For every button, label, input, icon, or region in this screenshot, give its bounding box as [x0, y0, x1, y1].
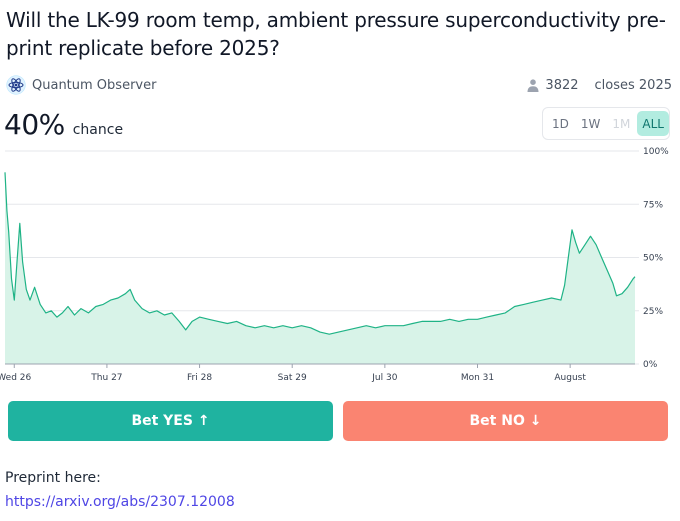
user-icon	[527, 78, 539, 92]
atom-icon	[6, 75, 26, 95]
x-tick-label: August	[554, 373, 586, 383]
series-area	[5, 172, 635, 364]
x-tick-label: Sat 29	[278, 373, 307, 383]
bet-no-button[interactable]: Bet NO ↓	[343, 401, 668, 441]
traders-count: 3822	[545, 77, 579, 93]
range-1w[interactable]: 1W	[576, 111, 606, 136]
y-tick-label: 75%	[643, 200, 663, 210]
meta-right: 3822 closes 2025	[527, 78, 672, 93]
bet-yes-button[interactable]: Bet YES ↑	[8, 401, 333, 441]
creator[interactable]: Quantum Observer	[6, 75, 156, 95]
creator-name: Quantum Observer	[32, 77, 157, 93]
x-tick-label: Fri 28	[187, 373, 212, 383]
x-tick-label: Jul 30	[371, 373, 397, 383]
market-title: Will the LK-99 room temp, ambient pressu…	[6, 8, 666, 60]
x-tick-label: Thu 27	[90, 373, 122, 383]
probability-display: 40% chance	[4, 108, 123, 141]
probability-value: 40%	[4, 108, 65, 141]
y-tick-label: 25%	[643, 307, 663, 317]
description-text: Preprint here:	[5, 470, 101, 486]
y-tick-label: 100%	[643, 147, 669, 157]
x-tick-label: Mon 31	[461, 373, 494, 383]
y-tick-label: 50%	[643, 254, 663, 264]
time-range-selector: 1D 1W 1M ALL	[542, 107, 670, 140]
preprint-link[interactable]: https://arxiv.org/abs/2307.12008	[5, 494, 235, 510]
range-all[interactable]: ALL	[637, 111, 669, 136]
range-1d[interactable]: 1D	[547, 111, 574, 136]
close-date: closes 2025	[594, 77, 672, 93]
x-tick-label: Wed 26	[0, 373, 32, 383]
y-tick-label: 0%	[643, 360, 658, 370]
probability-chart: 0% 25% 50% 75% 100% Wed 26 Thu 27 Fri 28 Sat 29 J…	[0, 144, 680, 390]
range-1m: 1M	[607, 111, 635, 136]
series-line	[4, 172, 636, 335]
market-meta: Quantum Observer 3822 closes 2025	[6, 74, 672, 96]
chance-label: chance	[72, 122, 124, 138]
chart-svg: 0% 25% 50% 75% 100% Wed 26 Thu 27 Fri 28 Sat 29 J…	[0, 147, 669, 383]
